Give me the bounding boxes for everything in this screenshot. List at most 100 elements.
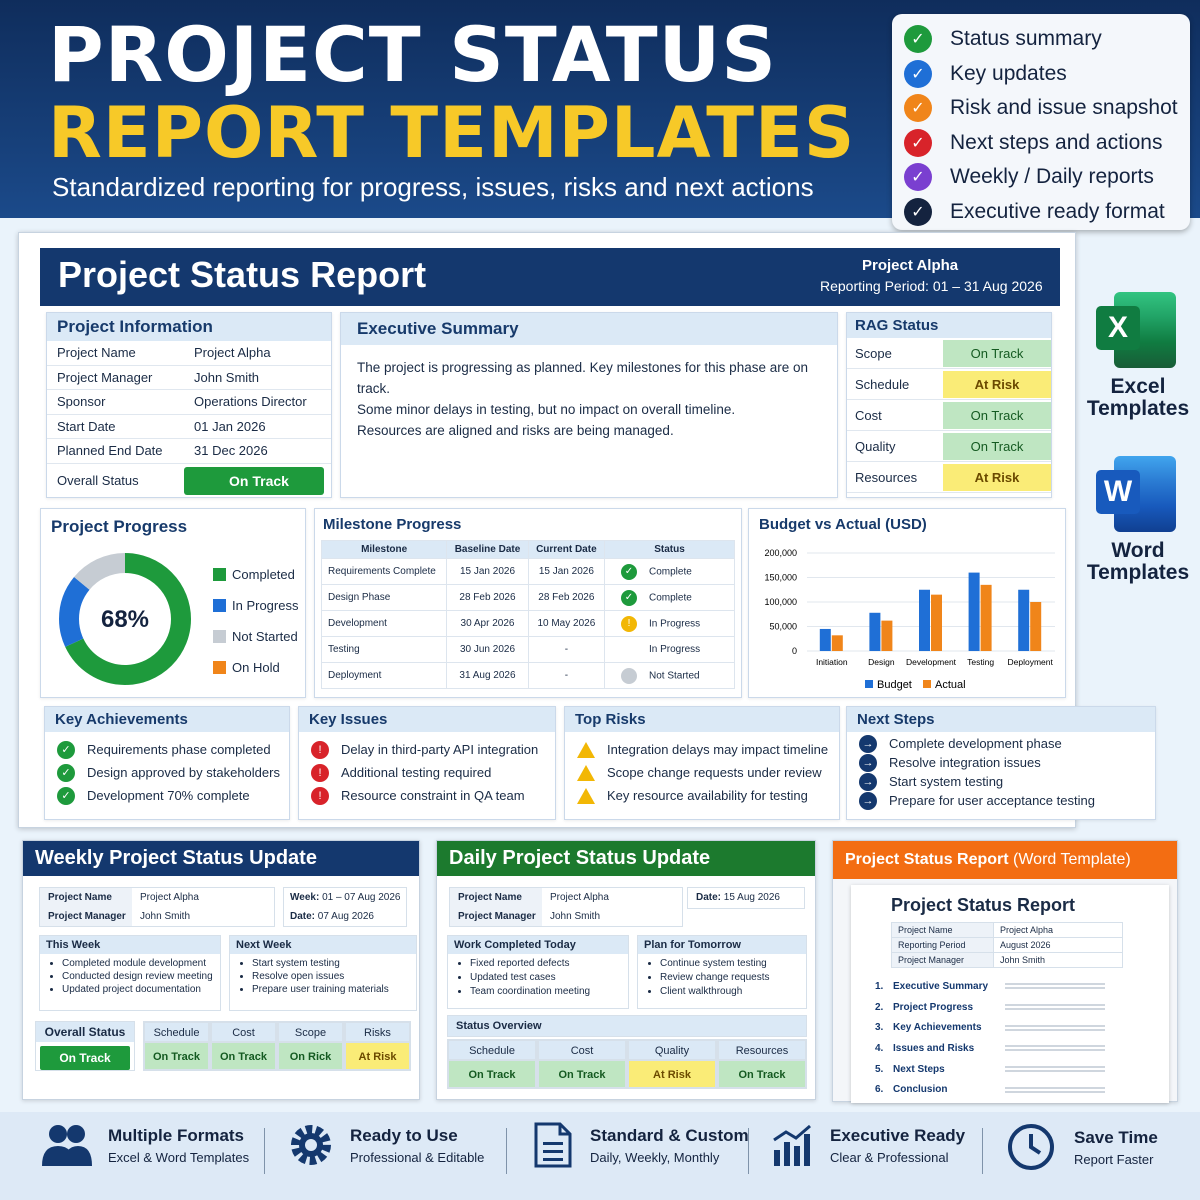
feature-item: ✓ Key updates <box>904 57 1178 92</box>
status-label: Cost <box>538 1040 626 1060</box>
footer-bar <box>0 1112 1200 1200</box>
risks-item: Integration delays may impact timeline <box>565 738 839 761</box>
milestone-row: Requirements Complete 15 Jan 2026 15 Jan 2… <box>320 558 735 585</box>
milestone-text: 30 Apr 2026 <box>460 618 515 629</box>
rag-value: On Track <box>943 339 1051 367</box>
main-title-line2: REPORT TEMPLATES <box>48 92 856 174</box>
alert-icon: ! <box>311 740 329 759</box>
check-icon: ✓ <box>904 128 932 157</box>
milestone-text: In Progress <box>649 644 701 655</box>
report-period: Reporting Period: 01 – 31 Aug 2026 <box>820 278 1043 294</box>
milestone-row: Testing 30 Jun 2026 - In Progress <box>320 636 735 663</box>
budget-chart-card: Budget vs Actual (USD) 200,000 150,000 100… <box>748 508 1066 698</box>
card-title: Milestone Progress <box>323 516 462 533</box>
donut-not-started <box>59 553 191 685</box>
legend-item: Completed <box>213 559 298 590</box>
rag-row: Cost On Track <box>847 400 1051 431</box>
footer-divider <box>748 1128 749 1174</box>
status-icon <box>621 667 637 684</box>
bullet-item: Resolve open issues <box>252 970 416 983</box>
word-icon: W <box>1096 456 1178 532</box>
footer-divider <box>506 1128 507 1174</box>
info-row: Start Date 01 Jan 2026 <box>47 415 331 439</box>
toc-item: 6. Conclusion <box>875 1079 1169 1100</box>
legend-label: Not Started <box>232 629 298 644</box>
next-steps-card: Next Steps → Complete development phase → R… <box>846 706 1156 820</box>
feature-label: Status summary <box>950 27 1102 51</box>
bullet-item: Client walkthrough <box>660 985 806 999</box>
excel-templates-label: Excel Templates <box>1086 375 1190 420</box>
milestone-row: Deployment 31 Aug 2026 - Not Started <box>320 662 735 689</box>
next-item: → Prepare for user acceptance testing <box>847 791 1155 810</box>
info-label: Start Date <box>57 418 116 434</box>
milestone-cell: Not Started <box>604 662 735 689</box>
alert-icon: ! <box>311 786 329 805</box>
card-title: Project Information <box>47 313 331 341</box>
word-document: Project Status Report Project Name Projec… <box>851 885 1169 1103</box>
bar-budget <box>869 612 881 651</box>
warning-icon <box>577 741 595 758</box>
arrow-icon: → <box>859 772 877 791</box>
placeholder-lines <box>1005 1045 1105 1052</box>
rag-value: On Track <box>943 432 1051 460</box>
legend-swatch <box>213 661 226 674</box>
x-tick: Development <box>906 657 957 667</box>
item-text: Resource constraint in QA team <box>341 788 525 803</box>
document-icon <box>534 1122 572 1168</box>
weekly-status-grid: Schedule On Track Cost On Track Scope On Rick… <box>143 1021 411 1071</box>
weekly-title: Weekly Project Status Update <box>23 841 419 876</box>
overall-status-badge: On Track <box>184 466 324 495</box>
status-icon: ! <box>621 615 637 632</box>
milestone-cell: 28 Feb 2026 <box>527 584 606 611</box>
milestone-text: 10 May 2026 <box>537 618 596 629</box>
gear-icon <box>291 1125 331 1165</box>
status-label: Quality <box>628 1040 716 1060</box>
milestone-text: - <box>564 644 569 655</box>
info-row: Project Name Project Alpha <box>47 341 331 366</box>
milestone-text: Deployment <box>328 670 382 681</box>
word-doc-table: Project Name Project Alpha Reporting Perio… <box>891 922 1123 968</box>
summary-line: Resources are aligned and risks are bein… <box>357 423 674 438</box>
milestone-cell: - <box>527 636 606 663</box>
milestone-cell: Design Phase <box>320 584 448 611</box>
card-title: Next Steps <box>847 707 1155 732</box>
bar-budget <box>968 572 980 651</box>
project-information-card: Project Information Project Name Project … <box>46 312 332 498</box>
project-progress-card: Project Progress 68% Completed In Progres… <box>40 508 306 698</box>
milestone-progress-card: Milestone Progress Milestone Baseline Dat… <box>314 508 742 698</box>
card-title: Top Risks <box>565 707 839 732</box>
status-value: On Track <box>144 1042 209 1070</box>
bullet-item: Prepare user training materials <box>252 983 416 996</box>
bullet-item: Continue system testing <box>660 957 806 971</box>
word-doc-row: Project Manager John Smith <box>891 952 1123 968</box>
info-value: Project Alpha <box>194 345 271 361</box>
legend-swatch <box>213 568 226 581</box>
placeholder-lines <box>1005 1024 1105 1031</box>
subtitle: Standardized reporting for progress, iss… <box>52 172 814 202</box>
warning-icon <box>577 764 595 781</box>
status-value: At Risk <box>345 1042 410 1070</box>
rag-label: Resources <box>855 469 918 485</box>
summary-line: The project is progressing as planned. K… <box>357 360 808 396</box>
legend-label: Budget <box>877 679 912 691</box>
weekly-update-card: Weekly Project Status Update Project Nam… <box>22 840 420 1100</box>
milestone-row: Development 30 Apr 2026 10 May 2026! In Pro… <box>320 610 735 637</box>
card-title: Key Issues <box>299 707 555 732</box>
milestone-text: 30 Jun 2026 <box>459 644 516 655</box>
placeholder-lines <box>1005 983 1105 990</box>
legend-label: In Progress <box>232 598 299 613</box>
item-text: Design approved by stakeholders <box>87 765 280 780</box>
rag-row: Quality On Track <box>847 431 1051 462</box>
rag-row: Schedule At Risk <box>847 369 1051 400</box>
bullet-item: Conducted design review meeting <box>62 970 220 983</box>
daily-project-info: Project Name Project Alpha Project Manage… <box>449 887 683 927</box>
bullet-item: Fixed reported defects <box>470 957 628 971</box>
main-title-line1: PROJECT STATUS <box>48 10 777 99</box>
milestone-text: In Progress <box>649 618 701 630</box>
item-text: Resolve integration issues <box>889 755 1041 770</box>
status-icon: ✓ <box>621 589 637 606</box>
milestone-text: Development <box>328 618 387 629</box>
item-text: Integration delays may impact timeline <box>607 742 829 757</box>
milestone-header: Current Date <box>527 540 606 559</box>
report-title: Project Status Report <box>58 254 427 295</box>
